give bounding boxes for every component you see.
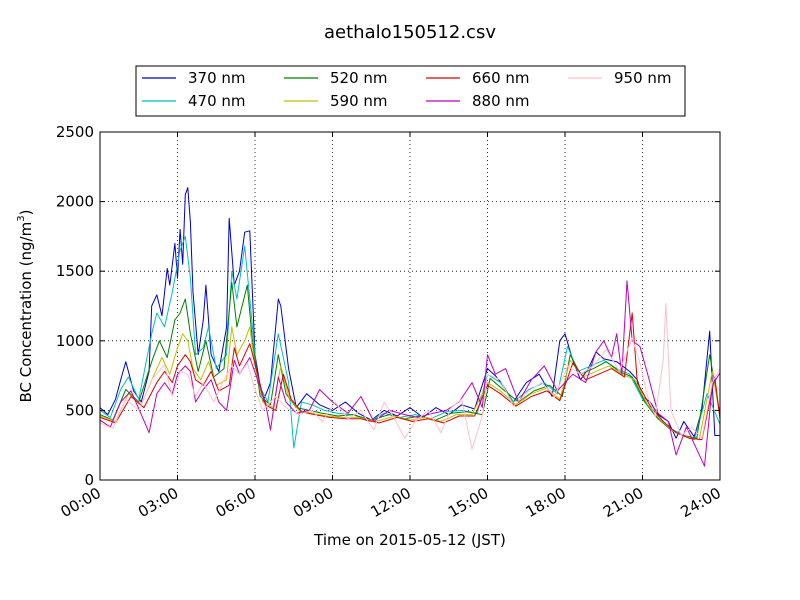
legend-entry: 950 nm — [614, 69, 672, 87]
chart-title: aethalo150512.csv — [324, 22, 496, 43]
legend-entry: 470 nm — [188, 92, 246, 110]
series-line-660-nm — [100, 312, 720, 441]
legend-entry: 520 nm — [330, 69, 388, 87]
y-axis-label-main: BC Concentration (ng/m — [17, 222, 35, 403]
y-axis-label-close: ) — [17, 210, 35, 216]
y-tick-label: 1500 — [56, 262, 94, 280]
legend: 370 nm 470 nm 520 nm 590 nm 660 nm 880 nm 950 … — [135, 65, 686, 117]
y-tick-labels: 0 500 1000 1500 2000 2500 — [56, 123, 94, 489]
y-tick-label: 2000 — [56, 193, 94, 211]
series-line-370-nm — [100, 187, 720, 439]
x-axis-label: Time on 2015-05-12 (JST) — [313, 531, 506, 549]
legend-box — [135, 65, 686, 117]
series-line-950-nm — [100, 302, 720, 450]
series-lines — [100, 187, 720, 467]
legend-entry: 370 nm — [188, 69, 246, 87]
grid-lines — [100, 132, 720, 480]
y-axis-label-superscript: 3 — [16, 215, 27, 221]
y-tick-label: 0 — [84, 471, 94, 489]
y-tick-label: 1000 — [56, 332, 94, 350]
legend-entry: 660 nm — [472, 69, 530, 87]
y-tick-label: 500 — [65, 401, 94, 419]
series-line-590-nm — [100, 326, 720, 441]
legend-entry: 590 nm — [330, 92, 388, 110]
legend-entry: 880 nm — [472, 92, 530, 110]
y-axis-label: BC Concentration (ng/m3) — [16, 210, 35, 403]
axis-ticks — [99, 131, 721, 481]
series-line-470-nm — [100, 235, 720, 449]
y-tick-label: 2500 — [56, 123, 94, 141]
